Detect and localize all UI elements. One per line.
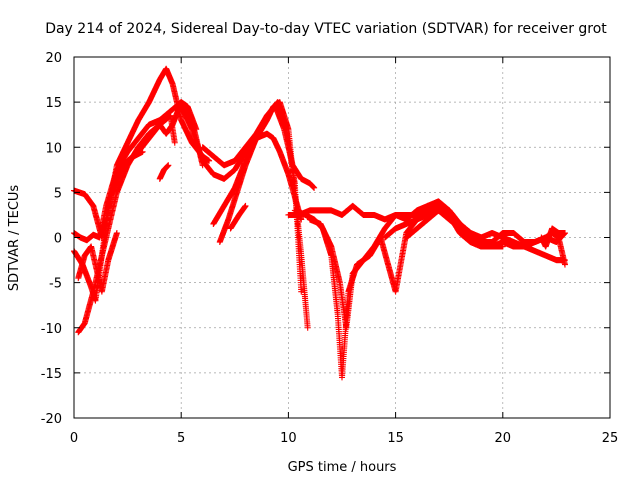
x-tick-label: 5	[177, 431, 185, 446]
x-tick-label: 20	[495, 431, 512, 446]
y-tick-label: -5	[49, 277, 62, 292]
series-track-g	[156, 162, 172, 182]
data-point	[113, 229, 120, 236]
data-points	[71, 65, 568, 381]
y-tick-label: -10	[41, 322, 62, 337]
x-tick-label: 0	[70, 431, 78, 446]
x-tick-label: 10	[280, 431, 297, 446]
series-track-a	[71, 65, 213, 304]
chart-title: Day 214 of 2024, Sidereal Day-to-day VTE…	[45, 21, 607, 37]
y-tick-label: 5	[54, 186, 62, 201]
x-tick-label: 15	[387, 431, 404, 446]
y-tick-label: -15	[41, 367, 62, 382]
x-tick-label: 25	[602, 431, 619, 446]
data-point	[171, 139, 178, 146]
series-track-f	[124, 112, 178, 164]
y-tick-label: 10	[45, 141, 62, 156]
y-tick-label: -20	[41, 412, 62, 427]
y-tick-label: 0	[54, 232, 62, 247]
series-track-c	[75, 229, 120, 295]
data-point	[206, 157, 213, 164]
data-point	[165, 162, 172, 169]
y-tick-label: 15	[45, 96, 62, 111]
